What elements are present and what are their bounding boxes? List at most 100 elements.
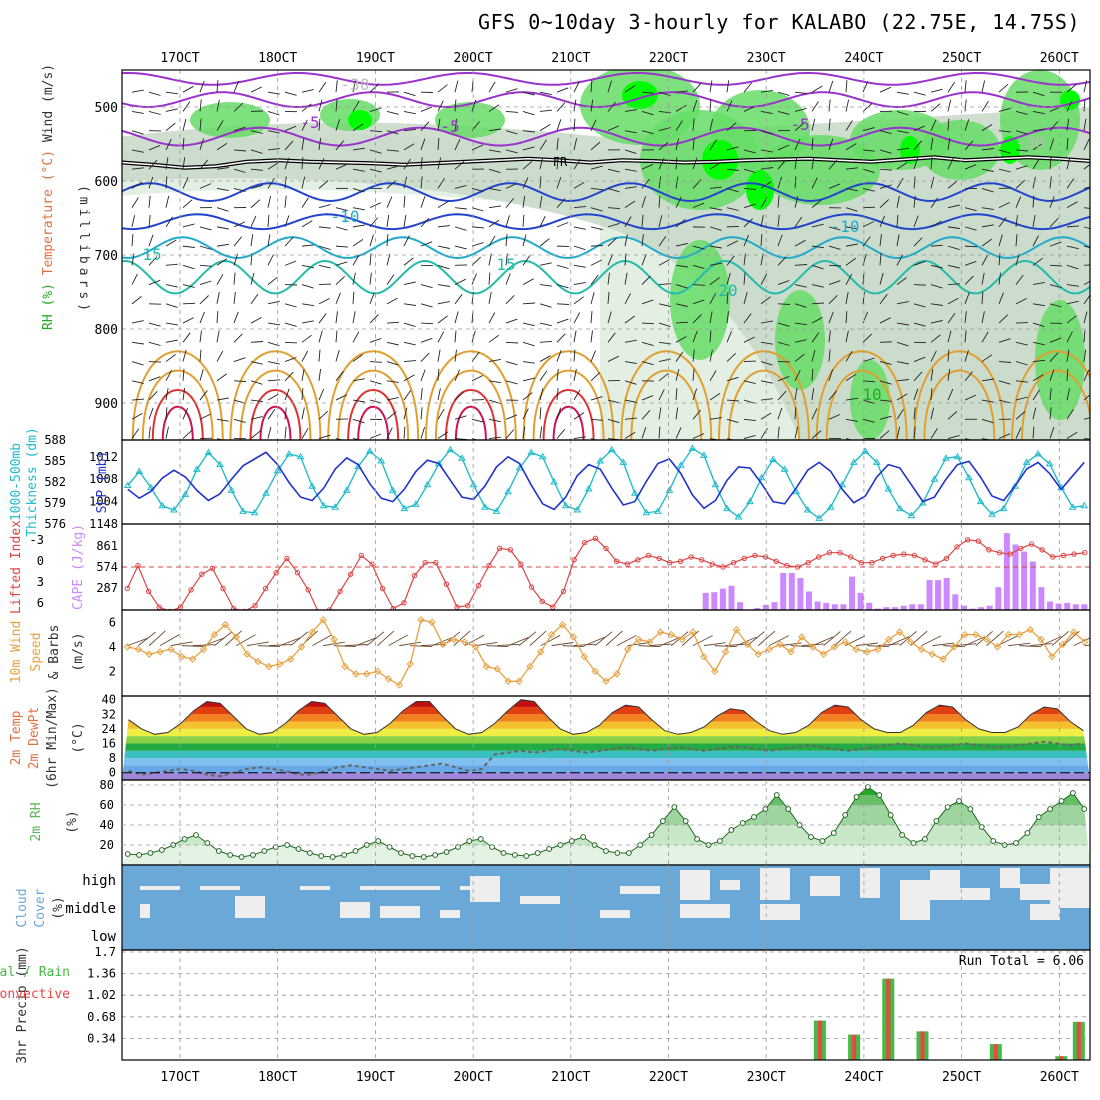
li-tick-label: 3 — [37, 575, 44, 589]
upper-ylabel-right: (millibars) — [76, 185, 91, 315]
wind-barb — [777, 111, 790, 115]
wind-barb — [811, 302, 825, 305]
wind-barb — [828, 159, 838, 170]
wind-barb-10m — [247, 641, 269, 647]
wind-barb — [590, 372, 601, 382]
wind-barb — [522, 341, 535, 347]
wind-barb — [998, 130, 1011, 133]
wind-barb — [488, 418, 501, 423]
wind-barb — [947, 368, 951, 381]
lifted-index-point — [762, 554, 769, 560]
wind-barb-10m — [921, 635, 942, 647]
wind-barb — [437, 84, 448, 93]
wind-barb — [862, 357, 875, 362]
cape-bar — [780, 573, 787, 610]
thickness-point — [458, 454, 466, 461]
rh-point — [546, 846, 552, 852]
wind-barb — [1049, 388, 1052, 401]
wind-barb — [454, 80, 459, 93]
wind-barb — [658, 407, 662, 420]
bottom-time-label: 17OCT — [160, 1070, 199, 1085]
wind-barb — [216, 99, 220, 112]
wind-barb — [131, 253, 135, 266]
wind-barb — [862, 399, 875, 404]
wind-barb — [182, 177, 189, 189]
wind-barb — [505, 273, 511, 285]
wind-barb — [947, 99, 952, 112]
wind-barb-10m — [453, 630, 471, 646]
wind-barb — [318, 204, 331, 209]
wind-barb — [267, 361, 280, 365]
rh-point — [307, 850, 313, 856]
cloud-block — [760, 904, 800, 920]
wind-barb — [981, 254, 989, 266]
wind-barb — [641, 253, 647, 266]
lifted-index-point — [922, 557, 928, 563]
wind-barb — [590, 165, 603, 170]
wind-barb — [539, 262, 552, 266]
wind-barb — [454, 293, 463, 305]
wind-barb — [726, 80, 730, 93]
wind-barb — [1032, 426, 1035, 439]
lifted-index-point — [986, 547, 992, 553]
wind-barb — [233, 380, 247, 382]
ylabel-span: Wind (m/s) — [41, 64, 56, 142]
wind-barb — [352, 418, 365, 424]
wind-speed-point — [950, 643, 958, 651]
lifted-index-point — [1060, 552, 1067, 559]
wind-barb — [862, 333, 873, 343]
wind-barb — [352, 147, 365, 151]
wind-barb — [352, 378, 365, 382]
wind-barb-10m — [649, 643, 672, 647]
wind-barb — [539, 238, 550, 247]
rh-tick-label: 80 — [100, 778, 114, 792]
wind-barb — [403, 360, 417, 363]
wind-barb — [454, 311, 459, 324]
lifted-index-point — [635, 557, 641, 563]
wind-speed-point — [591, 667, 599, 676]
wind-barb-10m — [594, 631, 613, 646]
precip-ylabel-total: Total / Rain — [0, 965, 70, 980]
wind-speed-point — [254, 657, 262, 666]
wind-barb — [964, 260, 977, 266]
wind-barb — [199, 413, 211, 420]
top-time-label: 23OCT — [747, 51, 786, 66]
cloud-block — [680, 870, 710, 900]
wind-barb — [522, 111, 535, 116]
wind-barb — [590, 274, 599, 285]
wind-barb — [590, 141, 601, 151]
top-time-label: 25OCT — [942, 51, 981, 66]
wind-barb — [896, 177, 904, 189]
thickness-point — [780, 465, 789, 472]
wind-barb — [896, 147, 909, 151]
wind-barb — [726, 100, 733, 112]
wind-barb-10m — [856, 642, 879, 647]
wind-barb — [505, 130, 518, 135]
lifted-index-point — [975, 538, 981, 544]
wind-barb — [267, 148, 280, 151]
wind-barb — [454, 369, 461, 381]
wind-barb — [913, 157, 919, 170]
wind-speed-point — [961, 630, 969, 639]
wind-barb — [318, 368, 322, 381]
wind-barb — [1049, 369, 1055, 381]
temp-contour-warm-loop — [717, 350, 810, 440]
contour-label: 20 — [718, 281, 737, 300]
wind-barb — [879, 399, 892, 402]
rh-point — [853, 794, 860, 800]
wind-barb-10m — [834, 630, 852, 646]
wind-barb-10m — [1019, 645, 1042, 648]
thickness-point — [919, 499, 927, 506]
rh-point — [227, 852, 234, 858]
cloud-block — [380, 906, 420, 918]
slp-tick-label: 1004 — [89, 495, 118, 509]
thickness-point — [769, 455, 777, 463]
wind-speed-point — [232, 633, 240, 641]
wind-barb — [947, 388, 954, 401]
rh-point — [876, 792, 883, 798]
wind-barb — [658, 303, 671, 307]
cape-ylabel: CAPE (J/kg) — [71, 524, 86, 610]
wind-barb — [998, 314, 1009, 324]
wind-barb — [709, 293, 717, 305]
bottom-time-label: 19OCT — [356, 1070, 395, 1085]
